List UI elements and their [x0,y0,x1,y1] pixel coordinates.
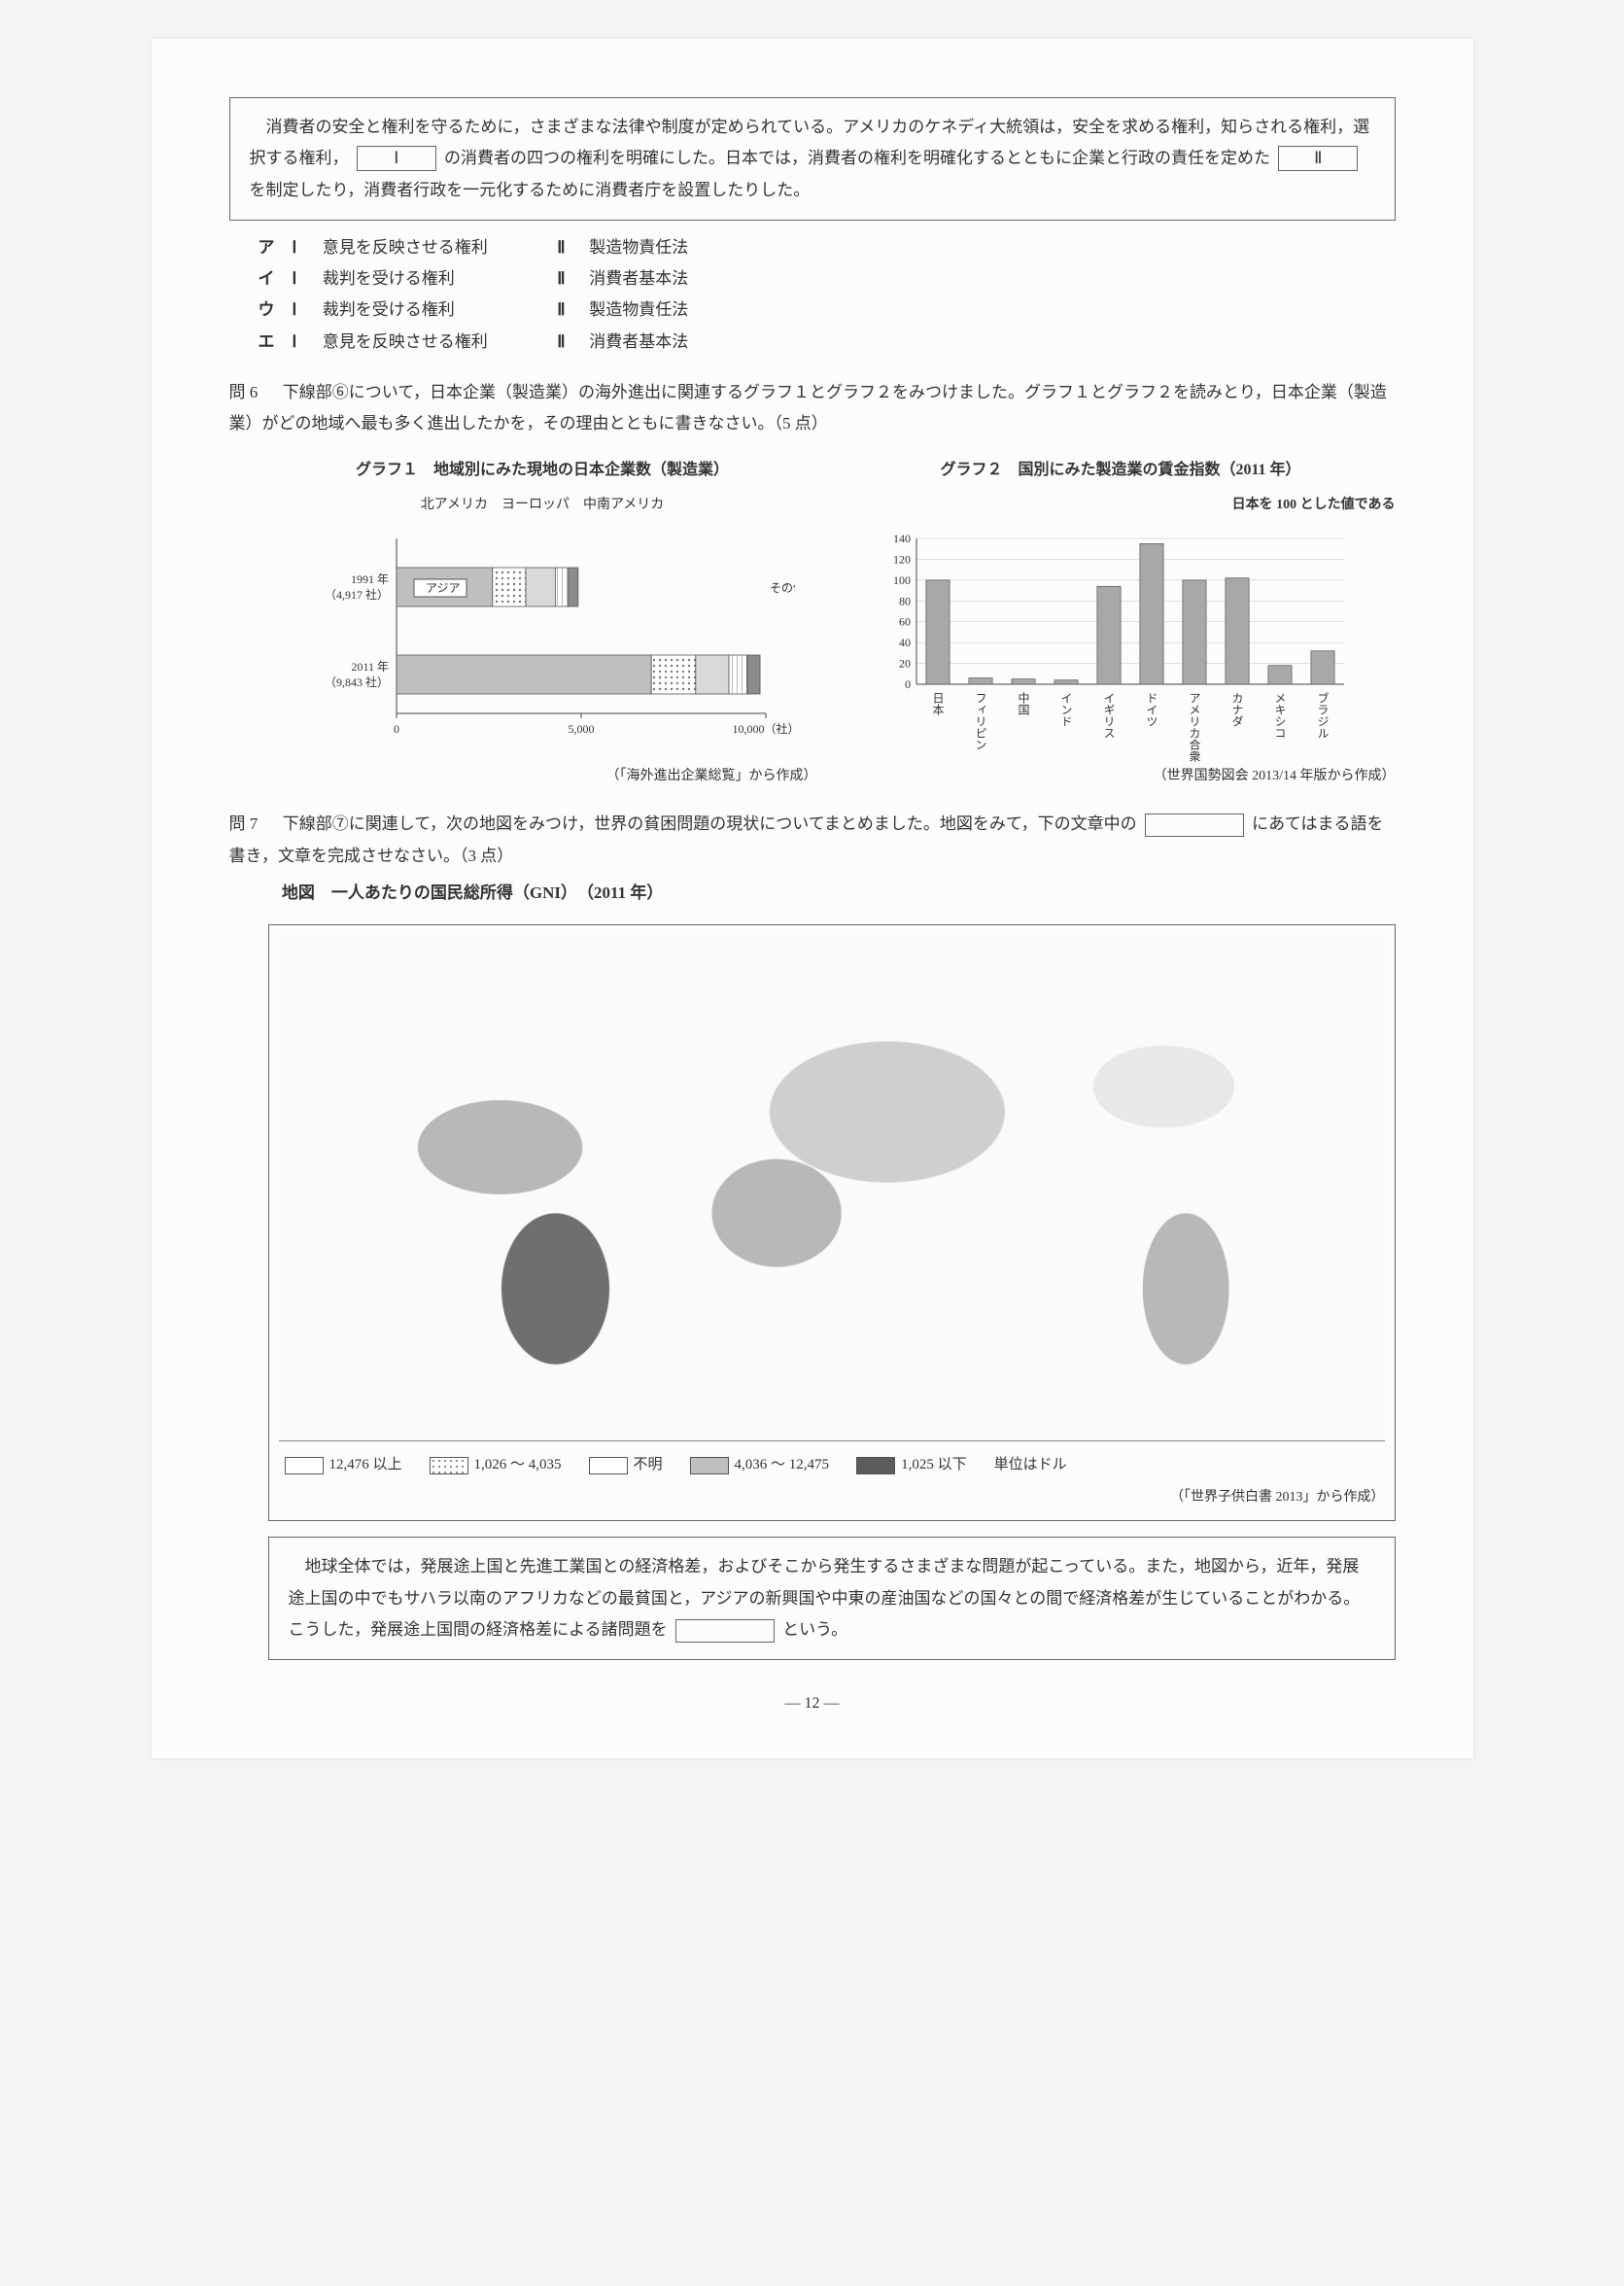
svg-text:40: 40 [899,636,911,649]
graph-2: グラフ２ 国別にみた製造業の賃金指数（2011 年） 日本を 100 とした値で… [847,456,1396,790]
svg-text:フィリピン: フィリピン [974,692,987,750]
svg-text:0: 0 [905,677,911,691]
choice-row: ウⅠ 裁判を受ける権利Ⅱ 製造物責任法 [259,294,1396,326]
q7-label: 問 7 [229,809,259,840]
svg-text:5,000: 5,000 [569,722,595,736]
graphs-row: グラフ１ 地域別にみた現地の日本企業数（製造業） 北アメリカ ヨーロッパ 中南ア… [268,456,1396,790]
world-map [279,935,1385,1441]
blank-roman-1: Ⅰ [357,146,436,171]
conclusion-text-2: という。 [782,1620,847,1639]
svg-text:20: 20 [899,656,911,670]
svg-text:60: 60 [899,614,911,628]
legend-item: 1,026 ～ 4,035 [430,1451,562,1479]
intro-text-3: を制定したり，消費者行政を一元化するために消費者庁を設置したりした。 [250,181,811,199]
blank-roman-2: Ⅱ [1278,146,1358,171]
graph1-title: グラフ１ 地域別にみた現地の日本企業数（製造業） [268,456,817,485]
graph2-source: （世界国勢図会 2013/14 年版から作成） [847,764,1396,790]
svg-text:ドイツ: ドイツ [1145,692,1158,727]
choice-row: アⅠ 意見を反映させる権利Ⅱ 製造物責任法 [259,232,1396,263]
svg-text:日本: 日本 [931,692,945,716]
svg-text:100: 100 [893,573,911,587]
svg-text:140: 140 [893,532,911,545]
q7-text-1: 下線部⑦に関連して，次の地図をみつけ，世界の貧困問題の現状についてまとめました。… [283,814,1137,833]
page-number: — 12 — [229,1689,1396,1718]
graph1-regions-note: 北アメリカ ヨーロッパ 中南アメリカ [268,493,817,519]
svg-text:（9,843 社）: （9,843 社） [325,675,389,689]
conclusion-blank [675,1619,775,1643]
exam-page: 消費者の安全と権利を守るために，さまざまな法律や制度が定められている。アメリカの… [152,39,1473,1758]
graph2-subtitle: 日本を 100 とした値である [847,493,1396,519]
svg-text:アジア: アジア [426,581,461,595]
svg-text:インド: インド [1059,692,1073,727]
svg-text:その他: その他 [770,581,795,595]
svg-text:アメリカ合衆国: アメリカ合衆国 [1188,692,1201,762]
legend-item: 4,036 ～ 12,475 [690,1451,830,1479]
map-container: 12,476 以上 1,026 ～ 4,035 不明 4,036 ～ 12,475 1,… [268,924,1396,1521]
choice-row: イⅠ 裁判を受ける権利Ⅱ 消費者基本法 [259,263,1396,294]
svg-text:1991 年: 1991 年 [351,572,389,586]
map-title: 地図 一人あたりの国民総所得（GNI） （2011 年） [282,883,663,902]
graph1-source: （「海外進出企業総覧」から作成） [268,764,817,790]
legend-item: 12,476 以上 [285,1451,402,1479]
legend-item: 不明 [589,1451,663,1479]
svg-text:イギリス: イギリス [1102,692,1116,739]
q7-blank [1145,814,1244,837]
svg-text:メキシコ: メキシコ [1273,692,1287,739]
conclusion-box: 地球全体では，発展途上国と先進工業国との経済格差，およびそこから発生するさまざま… [268,1537,1396,1660]
svg-text:120: 120 [893,552,911,566]
svg-text:（4,917 社）: （4,917 社） [325,587,389,602]
graph1-svg: 0 5,000 10,000（社） 1991 年（4,917 社） 2011 年（9,8… [290,529,795,762]
svg-text:10,000（社）: 10,000（社） [732,721,795,736]
choice-list: アⅠ 意見を反映させる権利Ⅱ 製造物責任法イⅠ 裁判を受ける権利Ⅱ 消費者基本法… [259,232,1396,358]
map-source: （「世界子供白書 2013」から作成） [279,1485,1385,1511]
choice-row: エⅠ 意見を反映させる権利Ⅱ 消費者基本法 [259,327,1396,358]
svg-text:ブラジル: ブラジル [1316,690,1330,738]
svg-text:80: 80 [899,594,911,607]
svg-text:0: 0 [394,722,399,736]
graph2-title: グラフ２ 国別にみた製造業の賃金指数（2011 年） [847,456,1396,485]
map-legend: 12,476 以上 1,026 ～ 4,035 不明 4,036 ～ 12,475 1,… [279,1441,1385,1479]
graph-1: グラフ１ 地域別にみた現地の日本企業数（製造業） 北アメリカ ヨーロッパ 中南ア… [268,456,817,790]
svg-text:2011 年: 2011 年 [351,660,389,674]
q6-text: 下線部⑥について，日本企業（製造業）の海外進出に関連するグラフ１とグラフ２をみつ… [229,383,1387,433]
question-7: 問 7 下線部⑦に関連して，次の地図をみつけ，世界の貧困問題の現状についてまとめ… [229,809,1396,909]
svg-text:カナダ: カナダ [1230,691,1244,726]
question-6: 問 6 下線部⑥について，日本企業（製造業）の海外進出に関連するグラフ１とグラフ… [229,377,1396,440]
q6-label: 問 6 [229,377,259,408]
legend-item: 単位はドル [994,1451,1067,1479]
svg-text:中国: 中国 [1017,690,1030,714]
intro-text-2: の消費者の四つの権利を明確にした。日本では，消費者の権利を明確化するとともに企業… [444,149,1270,167]
intro-passage-box: 消費者の安全と権利を守るために，さまざまな法律や制度が定められている。アメリカの… [229,97,1396,221]
legend-item: 1,025 以下 [856,1451,967,1479]
graph2-svg: 0 20 40 60 80 100 120 140 日本 フィリピン 中国 インド イギリス ドイツ アメリ… [878,529,1364,762]
